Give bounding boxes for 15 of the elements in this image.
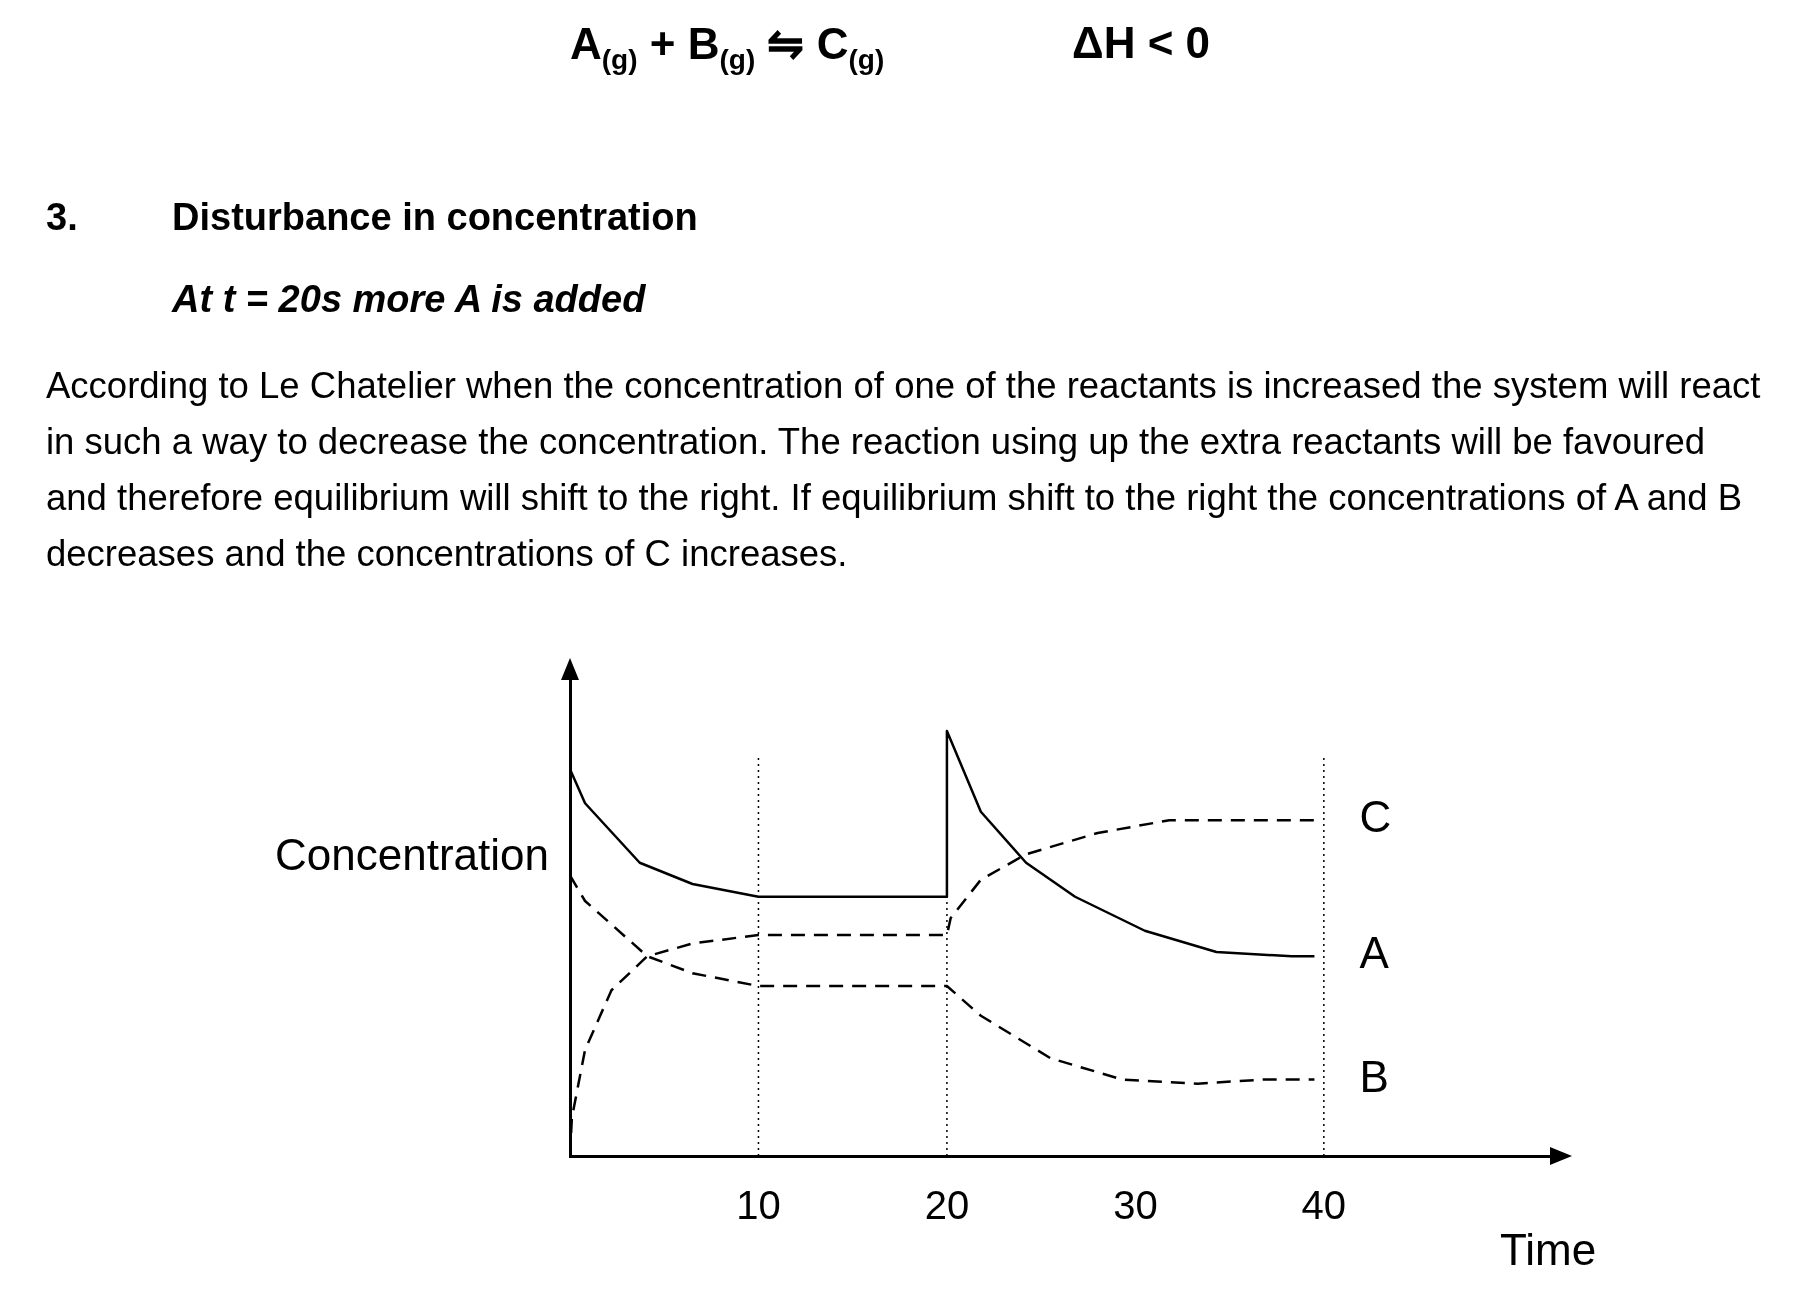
series-label: B bbox=[1359, 1051, 1389, 1101]
text: ΔH < 0 bbox=[1072, 18, 1211, 68]
chart-title: A$_{(g)}$ + B$_{(g)}$ ⇋ C$_{(g)}$ bbox=[570, 18, 885, 76]
text: At t = 20s more A is added bbox=[172, 278, 646, 321]
text: According to Le Chatelier when the concentration of one of the reactants is increased the system will react in such a way to decrease the concentration. The reaction using up the extra reactants will be favoured and therefore equilibrium will shift to the right. If equilibrium shift to the right the concentrations of A and B decreases and the concentrations of C increases. bbox=[46, 364, 1762, 576]
series-label: A bbox=[1359, 928, 1390, 978]
x-tick-label: 40 bbox=[1301, 1183, 1347, 1228]
text: Disturbance in concentration bbox=[172, 196, 698, 239]
x-tick-label: 10 bbox=[736, 1183, 781, 1228]
text: 3. bbox=[46, 196, 78, 239]
x-tick-label: 30 bbox=[1113, 1183, 1158, 1228]
x-axis-title: Time bbox=[1500, 1225, 1597, 1275]
y-axis-title: Concentration bbox=[275, 830, 549, 880]
series-label: C bbox=[1359, 792, 1392, 842]
x-tick-label: 20 bbox=[924, 1183, 970, 1228]
